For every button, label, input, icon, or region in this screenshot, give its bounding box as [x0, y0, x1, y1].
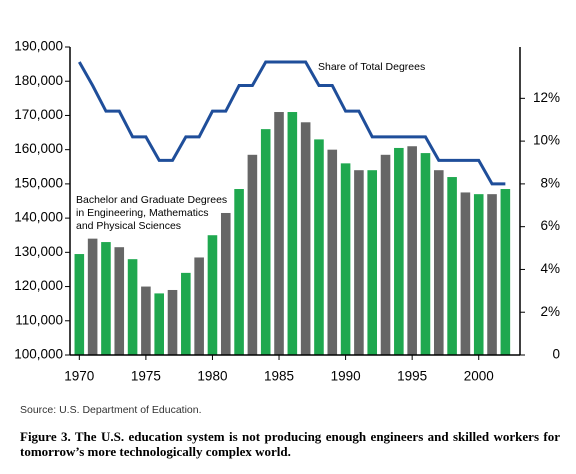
y2-tick-label: 6% [540, 218, 560, 233]
x-tick-label: 1985 [264, 369, 294, 384]
y-tick-label: 190,000 [14, 39, 63, 54]
chart: Share of Total Degrees Bachelor and Grad… [14, 39, 560, 384]
bar [287, 112, 298, 356]
y-tick-label: 150,000 [14, 175, 63, 190]
y2-tick-label: 2% [540, 304, 560, 319]
bar [447, 177, 457, 355]
bar [394, 147, 404, 355]
x-tick-label: 2000 [464, 369, 494, 384]
bar [460, 192, 471, 355]
y-tick-label: 100,000 [14, 347, 63, 362]
bar [220, 212, 231, 355]
bar-annotation: Bachelor and Graduate Degrees [76, 194, 227, 206]
bar [154, 293, 164, 355]
bar [420, 153, 431, 355]
bar [74, 254, 85, 355]
bar [207, 235, 218, 355]
bar [127, 259, 138, 355]
bar [300, 122, 311, 356]
x-tick-label: 1970 [64, 369, 94, 384]
bar [487, 194, 497, 355]
bar [274, 112, 284, 356]
x-tick-label: 1980 [197, 369, 227, 384]
bar [340, 163, 351, 355]
y-tick-label: 110,000 [15, 312, 63, 327]
bar [114, 247, 125, 355]
y-tick-label: 180,000 [14, 73, 63, 88]
y-tick-label: 160,000 [14, 141, 63, 156]
y-tick-label: 120,000 [14, 278, 63, 293]
bar [327, 149, 338, 355]
bar [181, 272, 191, 355]
bar [354, 170, 364, 355]
y-tick-label: 140,000 [14, 210, 63, 225]
y2-tick-label: 12% [533, 90, 560, 105]
x-tick-label: 1975 [131, 369, 161, 384]
bar [247, 154, 258, 355]
x-tick-label: 1995 [397, 369, 427, 384]
y-tick-label: 170,000 [14, 107, 63, 122]
bar [473, 194, 484, 355]
bar [87, 238, 98, 355]
bar [367, 170, 378, 355]
bar-annotation: in Engineering, Mathematics [76, 207, 209, 219]
y-tick-label: 130,000 [14, 244, 63, 259]
y2-tick-label: 0 [552, 347, 560, 362]
bar [380, 154, 391, 355]
x-tick-label: 1990 [331, 369, 361, 384]
bar [167, 289, 178, 355]
y2-tick-label: 4% [540, 261, 560, 276]
bar [194, 257, 204, 355]
source: Source: U.S. Department of Education. [20, 404, 202, 416]
bar [314, 139, 324, 355]
bar [407, 146, 417, 355]
bar-annotation: and Physical Sciences [76, 220, 181, 232]
y2-tick-label: 10% [533, 133, 560, 148]
y2-tick-label: 8% [540, 175, 560, 190]
bar [500, 189, 511, 355]
bar [101, 242, 111, 355]
bar [260, 129, 271, 355]
bar [234, 189, 244, 355]
bar [141, 286, 151, 355]
bar [433, 170, 444, 355]
share-line [78, 60, 506, 186]
line-annotation: Share of Total Degrees [318, 61, 425, 73]
caption: Figure 3. The U.S. education system is n… [20, 429, 560, 459]
